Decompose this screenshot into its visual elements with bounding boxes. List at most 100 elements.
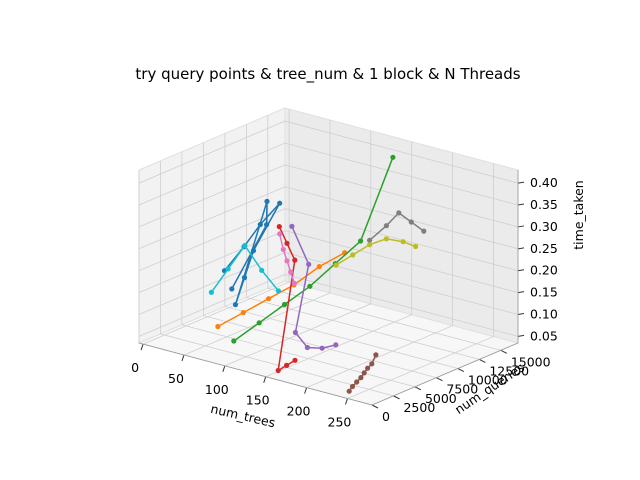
y-tick-label: 5000: [425, 391, 457, 406]
z-tick-mark: [517, 247, 525, 250]
data-point: [250, 248, 257, 254]
data-point: [292, 357, 298, 363]
y-tick-label: 0: [382, 409, 390, 424]
x-grid-line: [224, 130, 372, 367]
z-grid-line: [138, 120, 519, 184]
data-point: [229, 286, 235, 292]
x-tick-label: 0: [131, 360, 139, 375]
z-axis-label: time_taken: [571, 180, 586, 249]
series-5: [346, 352, 379, 394]
data-point: [408, 219, 414, 225]
y-tick-label: 15000: [511, 354, 551, 369]
chart-title: try query points & tree_num & 1 block & …: [135, 65, 520, 84]
data-point: [361, 370, 367, 376]
z-tick-mark: [517, 203, 525, 206]
data-point: [291, 280, 297, 286]
series-6: [277, 231, 297, 286]
data-point: [284, 258, 290, 264]
data-point: [276, 224, 282, 230]
z-tick-mark: [517, 225, 525, 228]
y-axis-line: [371, 342, 519, 406]
z-grid-line: [138, 230, 519, 293]
data-point: [383, 236, 389, 242]
data-point: [367, 242, 373, 248]
data-point: [284, 240, 290, 246]
data-point: [277, 200, 283, 206]
data-point: [358, 238, 364, 244]
data-point: [369, 361, 375, 367]
y-tick-label: 12500: [489, 363, 529, 378]
data-point: [231, 338, 237, 344]
data-point: [264, 222, 270, 228]
data-point: [241, 275, 248, 281]
y-grid-line: [160, 160, 394, 397]
z-tick-label: 0.30: [530, 219, 558, 234]
series-line: [217, 252, 346, 328]
data-point: [333, 342, 339, 348]
y-tick-mark: [414, 386, 422, 391]
x-grid-line: [265, 141, 413, 378]
y-tick-label: 2500: [403, 400, 435, 415]
x-tick-label: 150: [246, 393, 270, 408]
data-point: [316, 264, 322, 270]
z-tick-mark: [517, 291, 525, 294]
x-tick-mark: [304, 387, 308, 394]
data-point: [225, 266, 231, 272]
data-point: [232, 302, 239, 308]
data-point: [215, 323, 221, 330]
z-tick-label: 0.25: [530, 241, 558, 256]
axis-panes: [137, 107, 520, 406]
x-tick-mark: [222, 365, 226, 373]
data-point: [304, 344, 310, 351]
data-point: [373, 352, 379, 358]
data-point: [349, 383, 356, 390]
data-point: [365, 365, 371, 371]
data-point: [277, 231, 283, 237]
data-point: [292, 329, 298, 336]
data-point: [346, 388, 352, 394]
data-point: [259, 267, 265, 273]
data-point: [284, 362, 290, 368]
y-tick-label: 7500: [446, 382, 478, 397]
y-grid-line: [224, 133, 459, 369]
x-tick-mark: [140, 343, 144, 351]
data-point: [280, 246, 286, 253]
data-point: [390, 154, 396, 160]
z-grid-line: [138, 142, 519, 206]
data-point: [288, 269, 294, 275]
y-tick-label: 10000: [468, 373, 508, 388]
z-tick-label: 0.40: [530, 175, 558, 190]
data-point: [264, 198, 270, 204]
x-tick-mark: [263, 376, 267, 383]
data-point: [358, 375, 364, 381]
y-tick-mark: [457, 368, 465, 372]
x-grid-line: [142, 109, 290, 345]
data-point: [240, 310, 246, 316]
y-grid-line: [267, 115, 501, 351]
data-point: [275, 288, 281, 294]
data-point: [367, 237, 373, 243]
series-group: [208, 154, 427, 394]
data-point: [350, 252, 356, 258]
data-point: [413, 243, 419, 250]
y-grid-line: [202, 142, 437, 378]
z-grid-line: [138, 208, 519, 272]
series-9: [208, 242, 281, 295]
x-tick-mark: [181, 354, 185, 362]
y-tick-mark: [371, 404, 379, 409]
y-grid-line: [245, 124, 480, 360]
series-3: [275, 224, 298, 374]
data-point: [292, 257, 298, 263]
series-8: [333, 236, 419, 268]
data-point: [275, 367, 281, 374]
data-point: [306, 261, 312, 267]
data-point: [208, 289, 214, 295]
series-4: [289, 223, 339, 351]
y-tick-mark: [500, 349, 508, 354]
y-tick-mark: [436, 377, 443, 382]
data-point: [307, 283, 313, 289]
data-point: [354, 379, 360, 385]
x-tick-label: 50: [168, 371, 184, 386]
